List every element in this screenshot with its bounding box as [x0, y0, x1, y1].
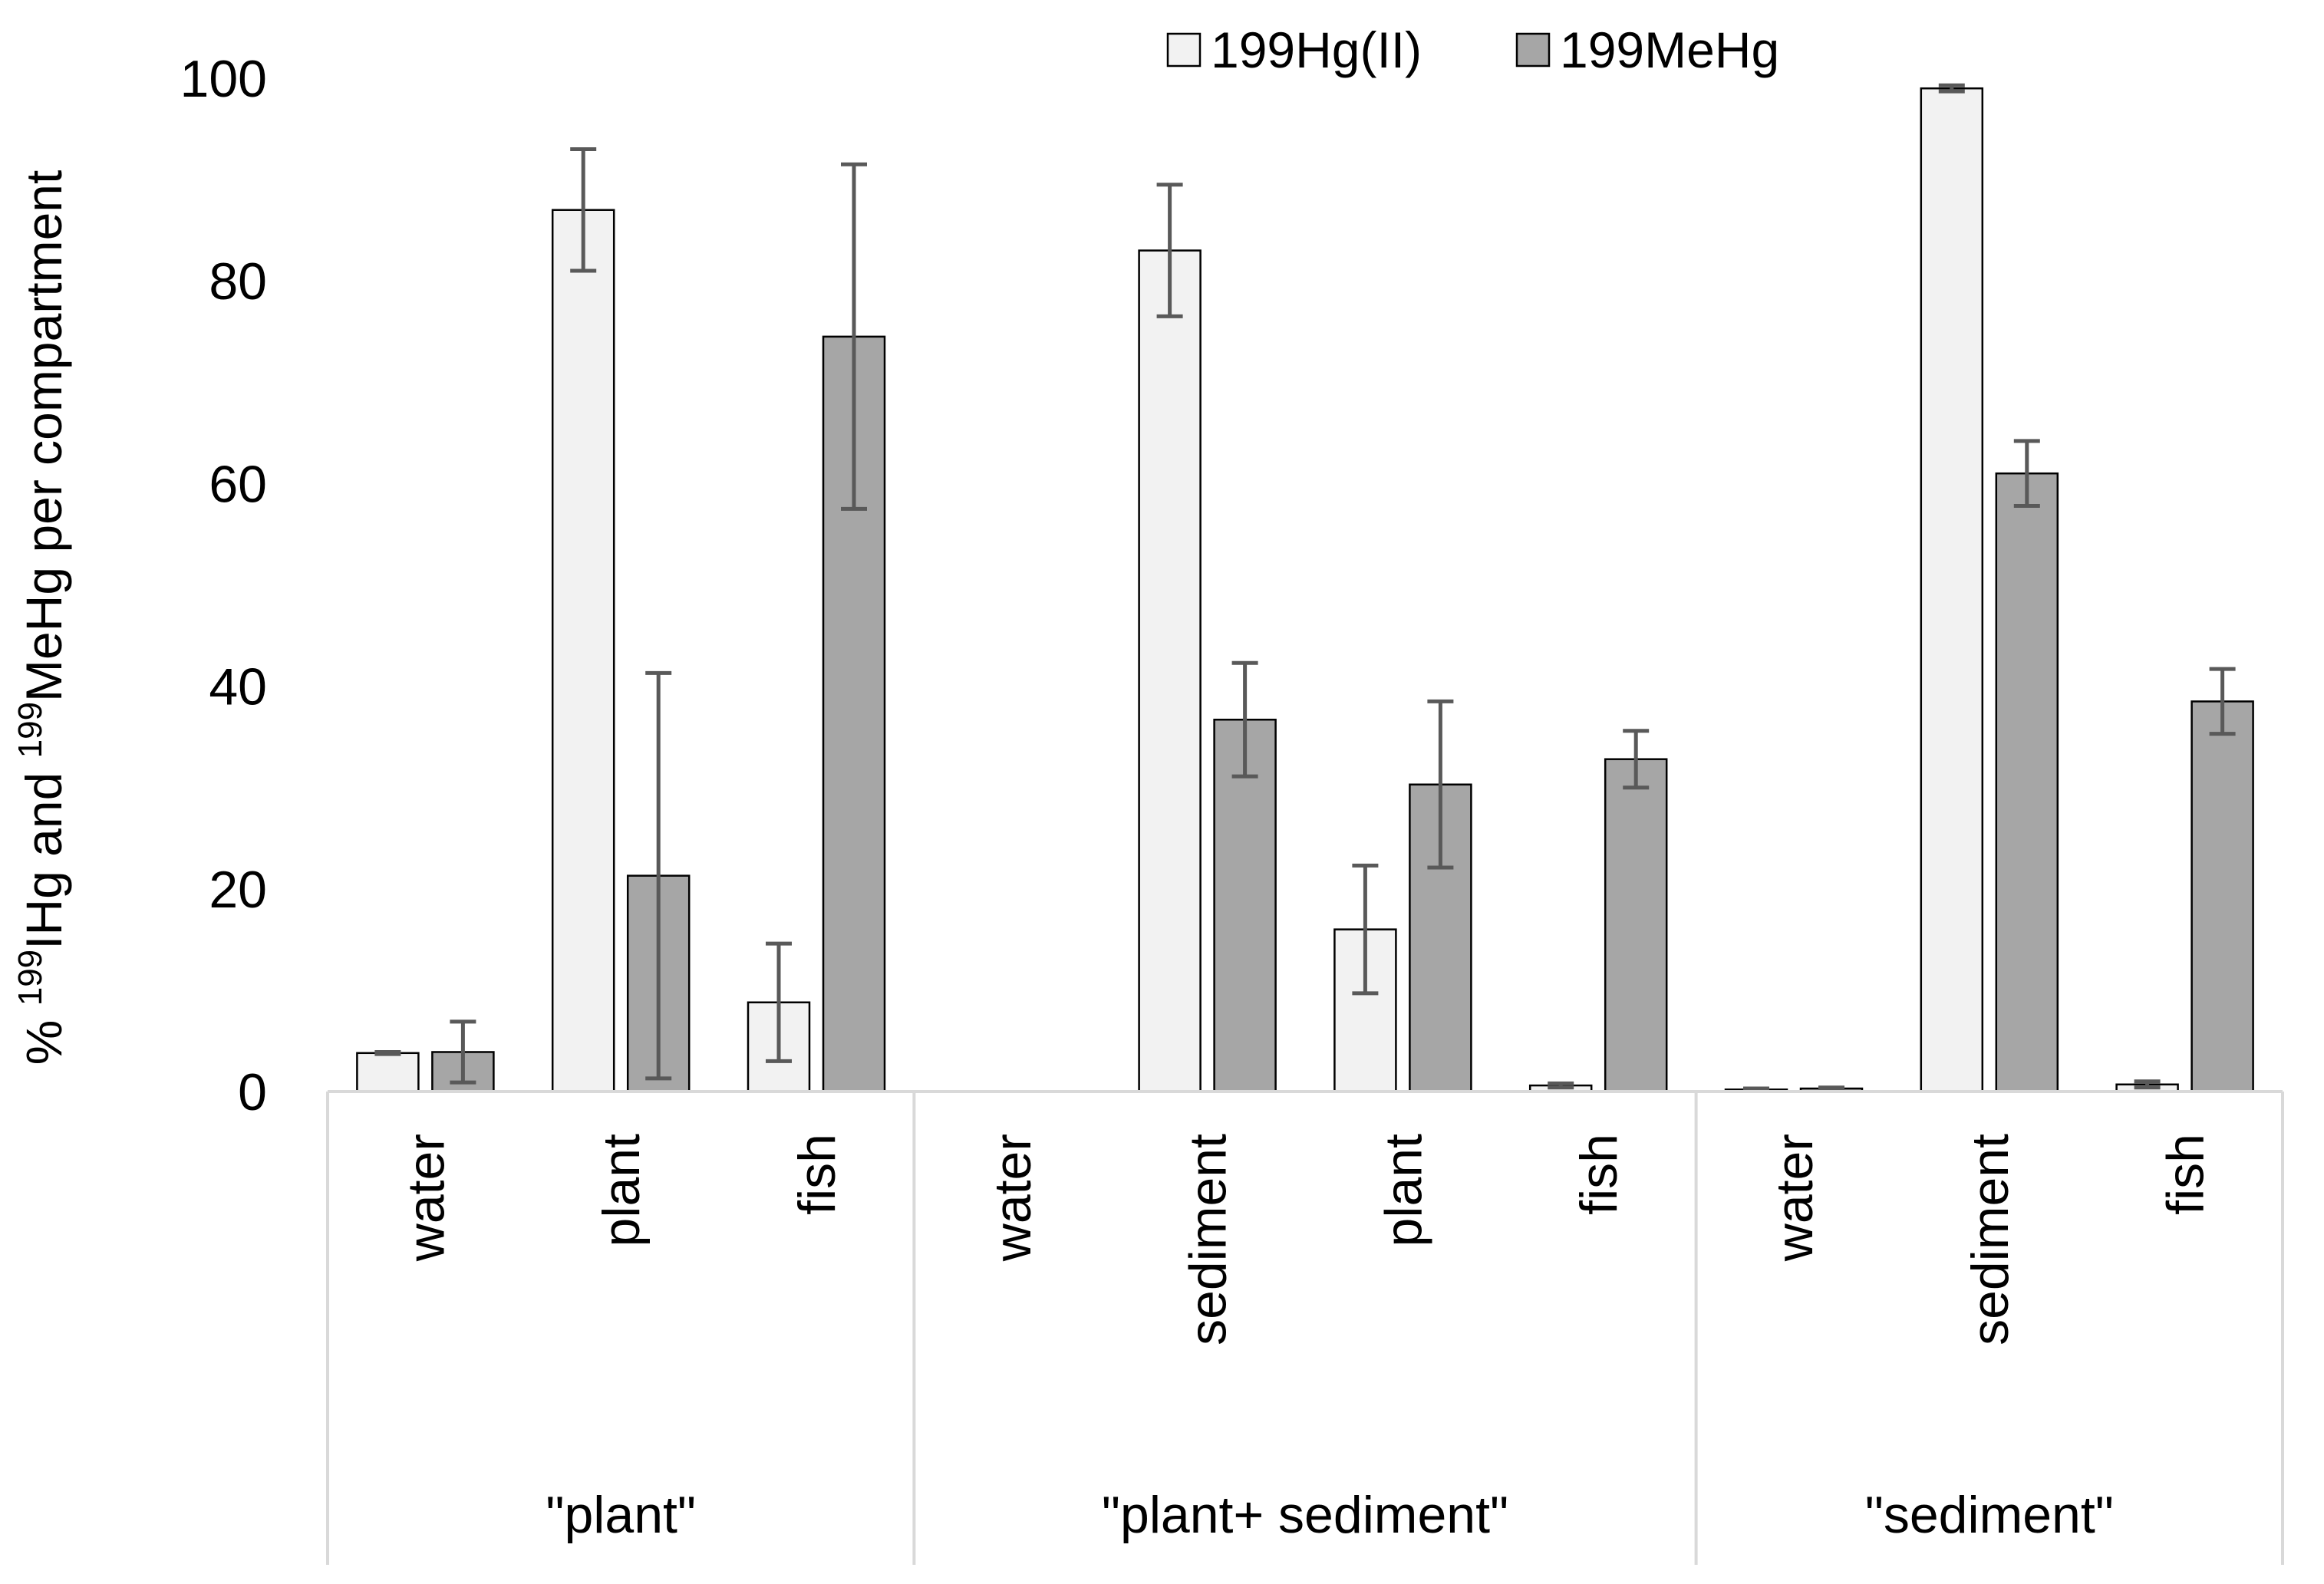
- bars: [356, 83, 2254, 1093]
- legend-label: 199Hg(II): [1211, 21, 1422, 78]
- x-category-label: water: [397, 1134, 455, 1262]
- bar: [551, 209, 615, 1093]
- legend: 199Hg(II) 199MeHg: [1166, 21, 1779, 78]
- y-tick-label: 60: [209, 455, 267, 513]
- x-axis: water plant fish water sediment plant fish wate…: [326, 1090, 2284, 1565]
- x-category-label: water: [1765, 1134, 1824, 1262]
- x-category-label: fish: [2157, 1134, 2215, 1215]
- legend-swatch: [1166, 32, 1202, 68]
- x-category-label: water: [984, 1134, 1042, 1262]
- x-category-label: plant: [592, 1134, 651, 1247]
- y-tick-label: 100: [180, 50, 267, 108]
- bar: [356, 1052, 420, 1093]
- x-group-label: "sediment": [1865, 1486, 2114, 1544]
- x-category-label: sediment: [1179, 1134, 1238, 1345]
- y-tick-label: 0: [238, 1063, 267, 1121]
- y-tick-label: 20: [209, 861, 267, 919]
- bar: [1333, 928, 1397, 1093]
- y-axis-title: % 199IHg and 199MeHg per compartment: [12, 170, 72, 1065]
- bar: [1995, 472, 2059, 1093]
- y-axis: 0 20 40 60 80 100: [180, 50, 267, 1121]
- x-category-label: plant: [1374, 1134, 1432, 1247]
- x-group-label: "plant": [546, 1486, 696, 1544]
- x-category-label: sediment: [1961, 1134, 2019, 1345]
- y-tick-label: 80: [209, 252, 267, 311]
- y-tick-label: 40: [209, 658, 267, 716]
- bar: [1138, 249, 1202, 1093]
- bar: [1604, 758, 1668, 1093]
- bar: [2190, 700, 2254, 1093]
- legend-swatch: [1515, 32, 1551, 68]
- legend-label: 199MeHg: [1560, 21, 1779, 78]
- bar: [1920, 87, 1984, 1093]
- x-group-label: "plant+ sediment": [1102, 1486, 1508, 1544]
- x-category-label: fish: [788, 1134, 846, 1215]
- x-category-label: fish: [1570, 1134, 1628, 1215]
